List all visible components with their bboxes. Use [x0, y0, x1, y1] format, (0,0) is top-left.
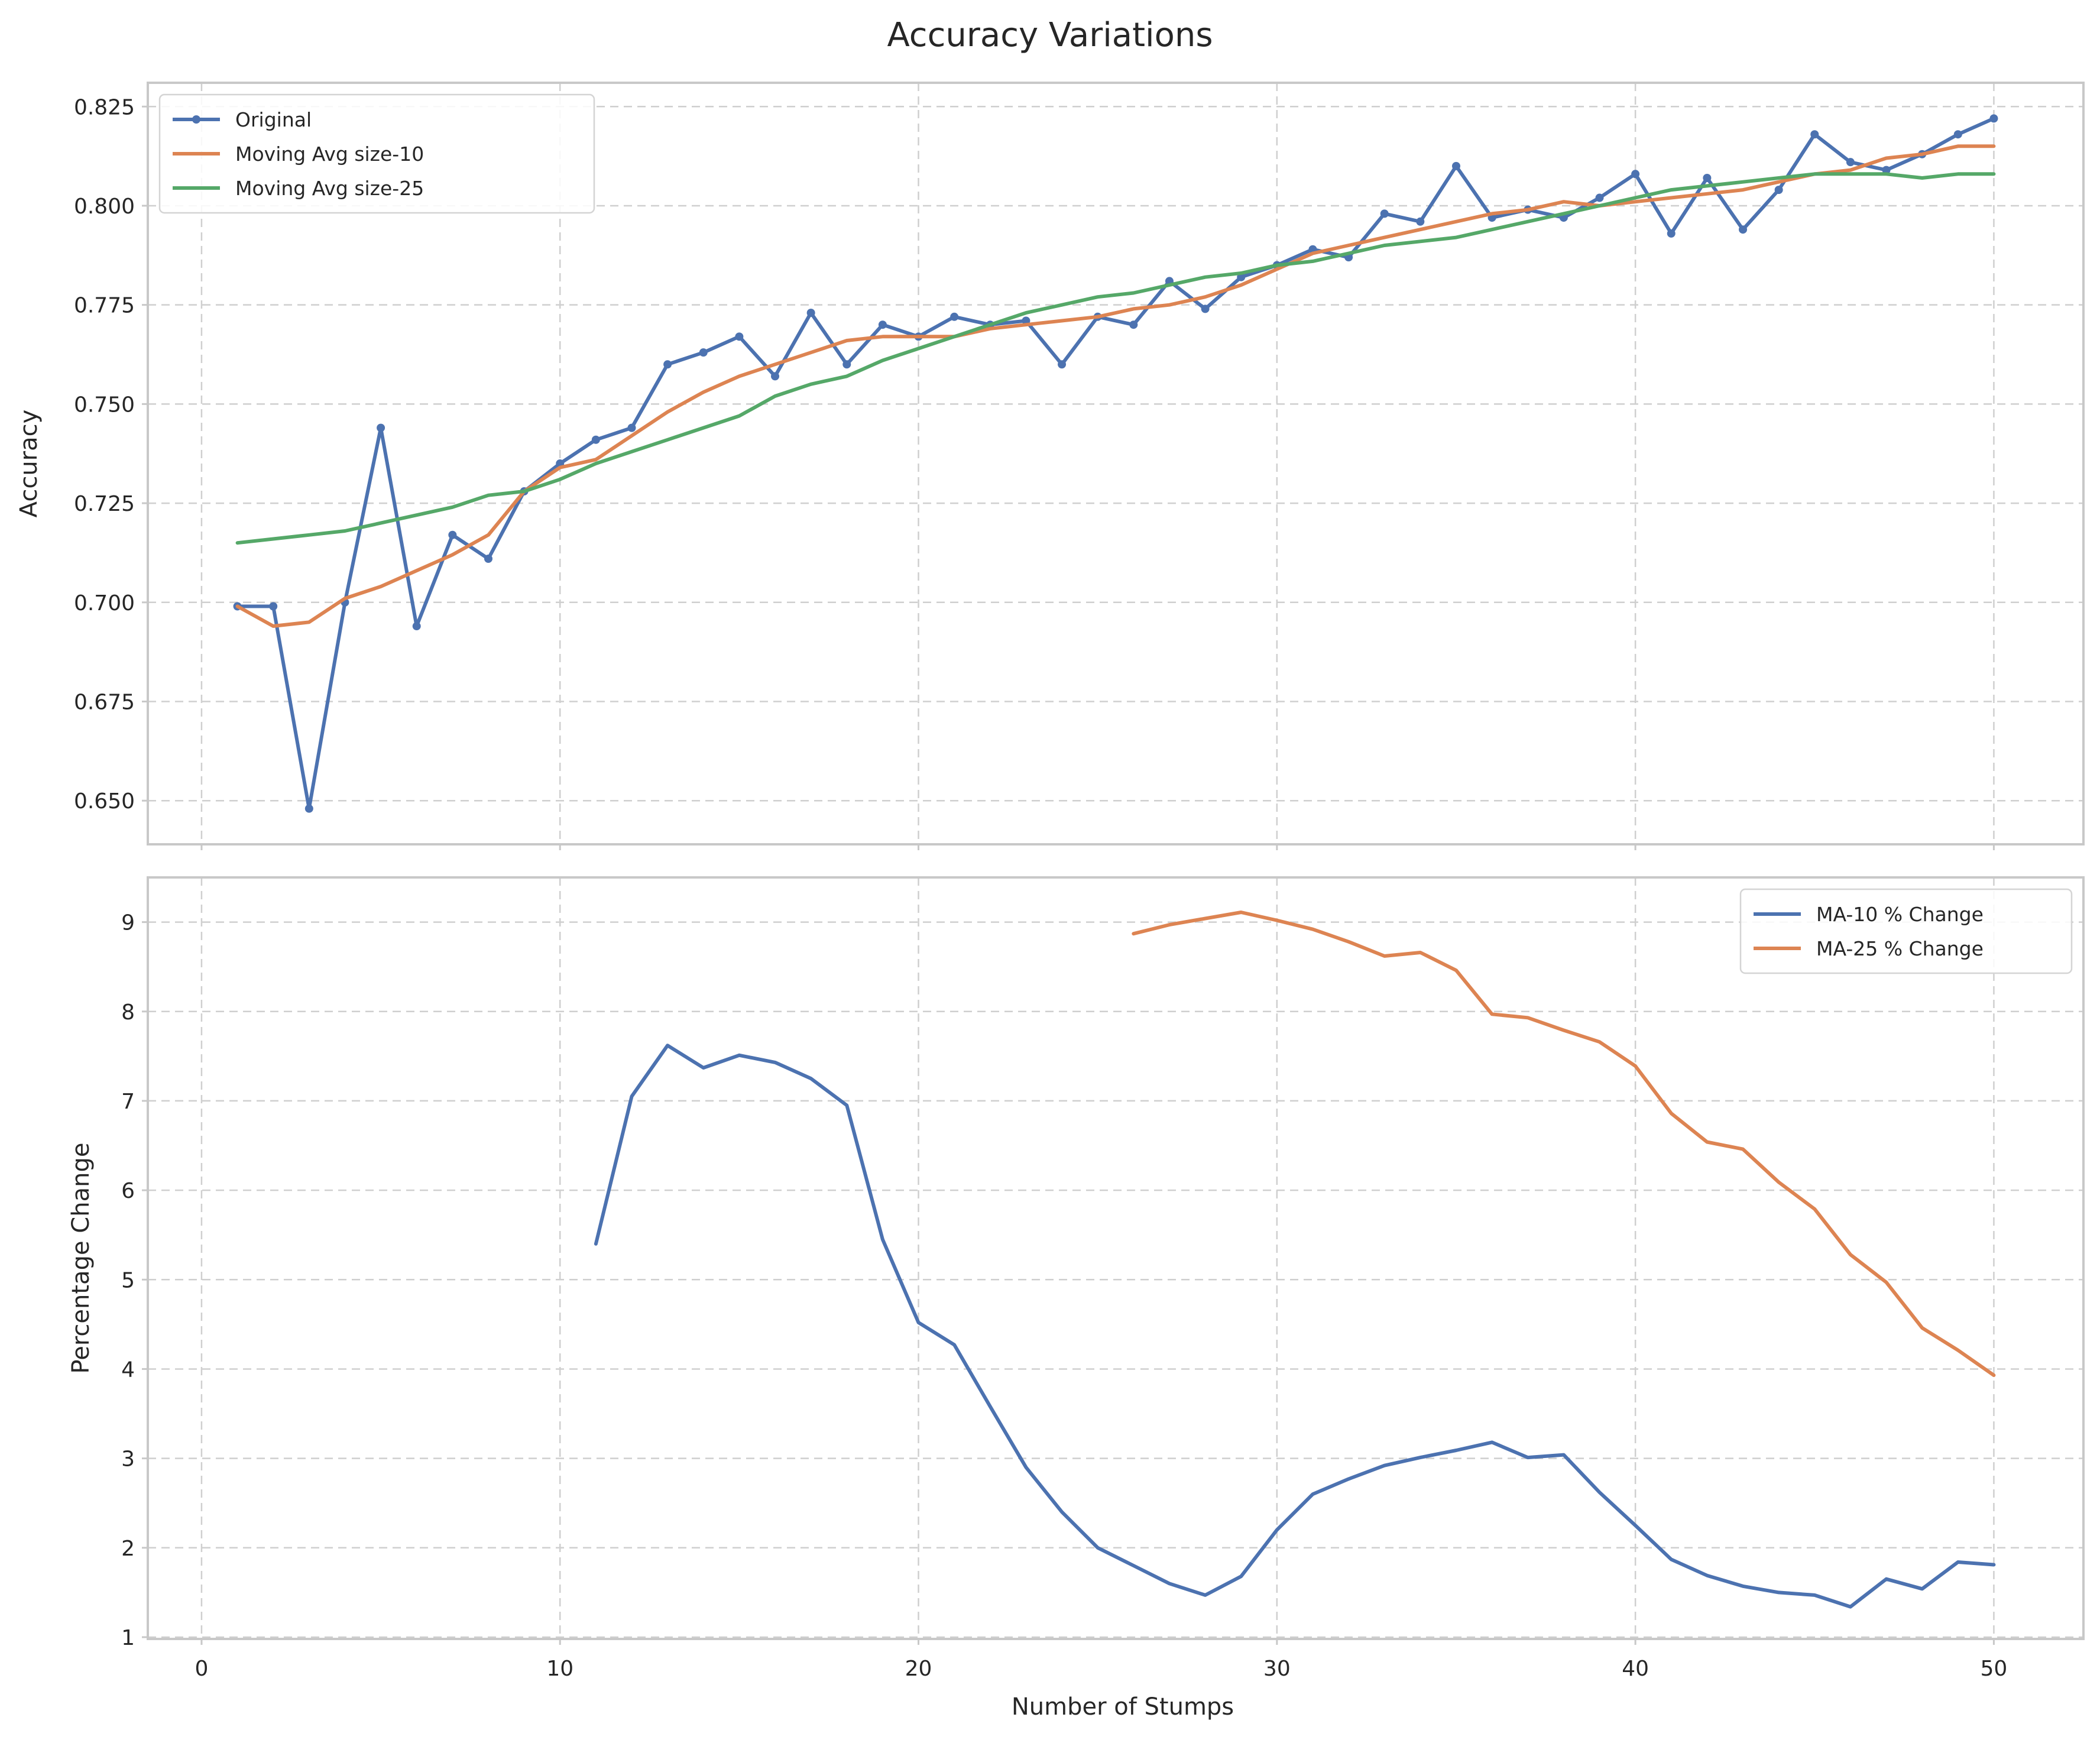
y-tick-label: 0.650: [74, 789, 135, 814]
x-tick-label: 40: [1622, 1657, 1649, 1681]
data-point: [1631, 170, 1640, 179]
y-tick-label: 8: [121, 1000, 135, 1025]
x-tick-label: 30: [1263, 1657, 1291, 1681]
series-line-0: [594, 1044, 1996, 1609]
y-tick-label: 6: [121, 1179, 135, 1203]
data-point: [1451, 161, 1460, 170]
legend-entry: Original: [235, 108, 312, 131]
y-tick-label: 3: [121, 1447, 135, 1472]
data-point: [771, 372, 780, 381]
y-tick-label: 9: [121, 911, 135, 935]
y-tick-label: 1: [121, 1626, 135, 1650]
plot-frame: [147, 82, 2085, 845]
data-point: [1703, 174, 1712, 182]
data-point: [1739, 225, 1748, 234]
x-tick-label: 50: [1981, 1657, 2008, 1681]
data-point: [591, 435, 600, 444]
y-tick-label: 0.775: [74, 294, 135, 318]
data-point: [304, 804, 313, 813]
data-point: [663, 360, 672, 369]
data-point: [1989, 114, 1998, 123]
data-point: [842, 360, 851, 369]
y-tick-label: 0.700: [74, 591, 135, 615]
data-point: [1380, 209, 1389, 218]
y-tick-label: 7: [121, 1090, 135, 1114]
series-line-0: [235, 116, 1996, 811]
y-tick-label: 0.800: [74, 195, 135, 219]
data-point: [1667, 229, 1676, 238]
accuracy-panel: 0.650 0.675 0.700 0.725 0.750 0.775 0.800 0.825…: [15, 82, 2085, 850]
y-tick-label: 4: [121, 1358, 135, 1382]
data-point: [1774, 186, 1783, 195]
data-point: [1810, 130, 1819, 139]
legend-entry: MA-25 % Change: [1816, 937, 1984, 960]
plot-frame: [147, 876, 2085, 1640]
data-point: [1953, 130, 1962, 139]
legend-marker: [192, 115, 200, 124]
data-point: [1846, 158, 1855, 167]
y-tick-label: 0.675: [74, 691, 135, 715]
y-tick-label: 5: [121, 1268, 135, 1292]
data-point: [377, 423, 385, 432]
y-tick-label: 0.825: [74, 95, 135, 119]
figure-title: Accuracy Variations: [887, 16, 1213, 54]
y-tick-label: 0.750: [74, 393, 135, 417]
data-point: [1882, 166, 1891, 174]
legend-box: [1739, 888, 2073, 974]
y-tick-label: 2: [121, 1537, 135, 1561]
data-point: [627, 423, 636, 432]
legend: MA-10 % Change MA-25 % Change: [1739, 888, 2073, 974]
data-point: [1129, 320, 1138, 329]
x-axis-label: Number of Stumps: [1012, 1693, 1234, 1721]
y-axis-label: Percentage Change: [67, 1143, 95, 1374]
series-line-1: [1132, 911, 1996, 1377]
data-point: [950, 312, 959, 321]
y-tick-label: 0.725: [74, 492, 135, 516]
legend-box: [158, 93, 595, 214]
series-line-1: [235, 144, 1996, 628]
legend: Original Moving Avg size-10 Moving Avg siz…: [158, 93, 595, 214]
legend-entry: Moving Avg size-10: [235, 142, 424, 166]
data-point: [806, 309, 815, 318]
data-point: [484, 555, 492, 563]
data-point: [735, 332, 744, 341]
y-axis-label: Accuracy: [15, 410, 43, 518]
data-point: [1595, 193, 1604, 202]
percentage-change-panel: 1 2 3 4 5 6 7 8 9 0 10 20 30 40 50 Percentage Change Num…: [67, 876, 2085, 1721]
x-tick-label: 0: [195, 1657, 208, 1681]
data-point: [1201, 304, 1210, 313]
data-point: [699, 348, 708, 357]
series-line-2: [235, 172, 1996, 545]
x-tick-label: 10: [546, 1657, 573, 1681]
data-point: [412, 622, 421, 631]
data-point: [878, 320, 887, 329]
x-tick-label: 20: [905, 1657, 932, 1681]
legend-entry: Moving Avg size-25: [235, 177, 424, 200]
legend-entry: MA-10 % Change: [1816, 903, 1984, 926]
data-point: [269, 602, 278, 611]
data-point: [1058, 360, 1067, 369]
data-point: [1416, 217, 1425, 226]
data-point: [448, 530, 457, 539]
